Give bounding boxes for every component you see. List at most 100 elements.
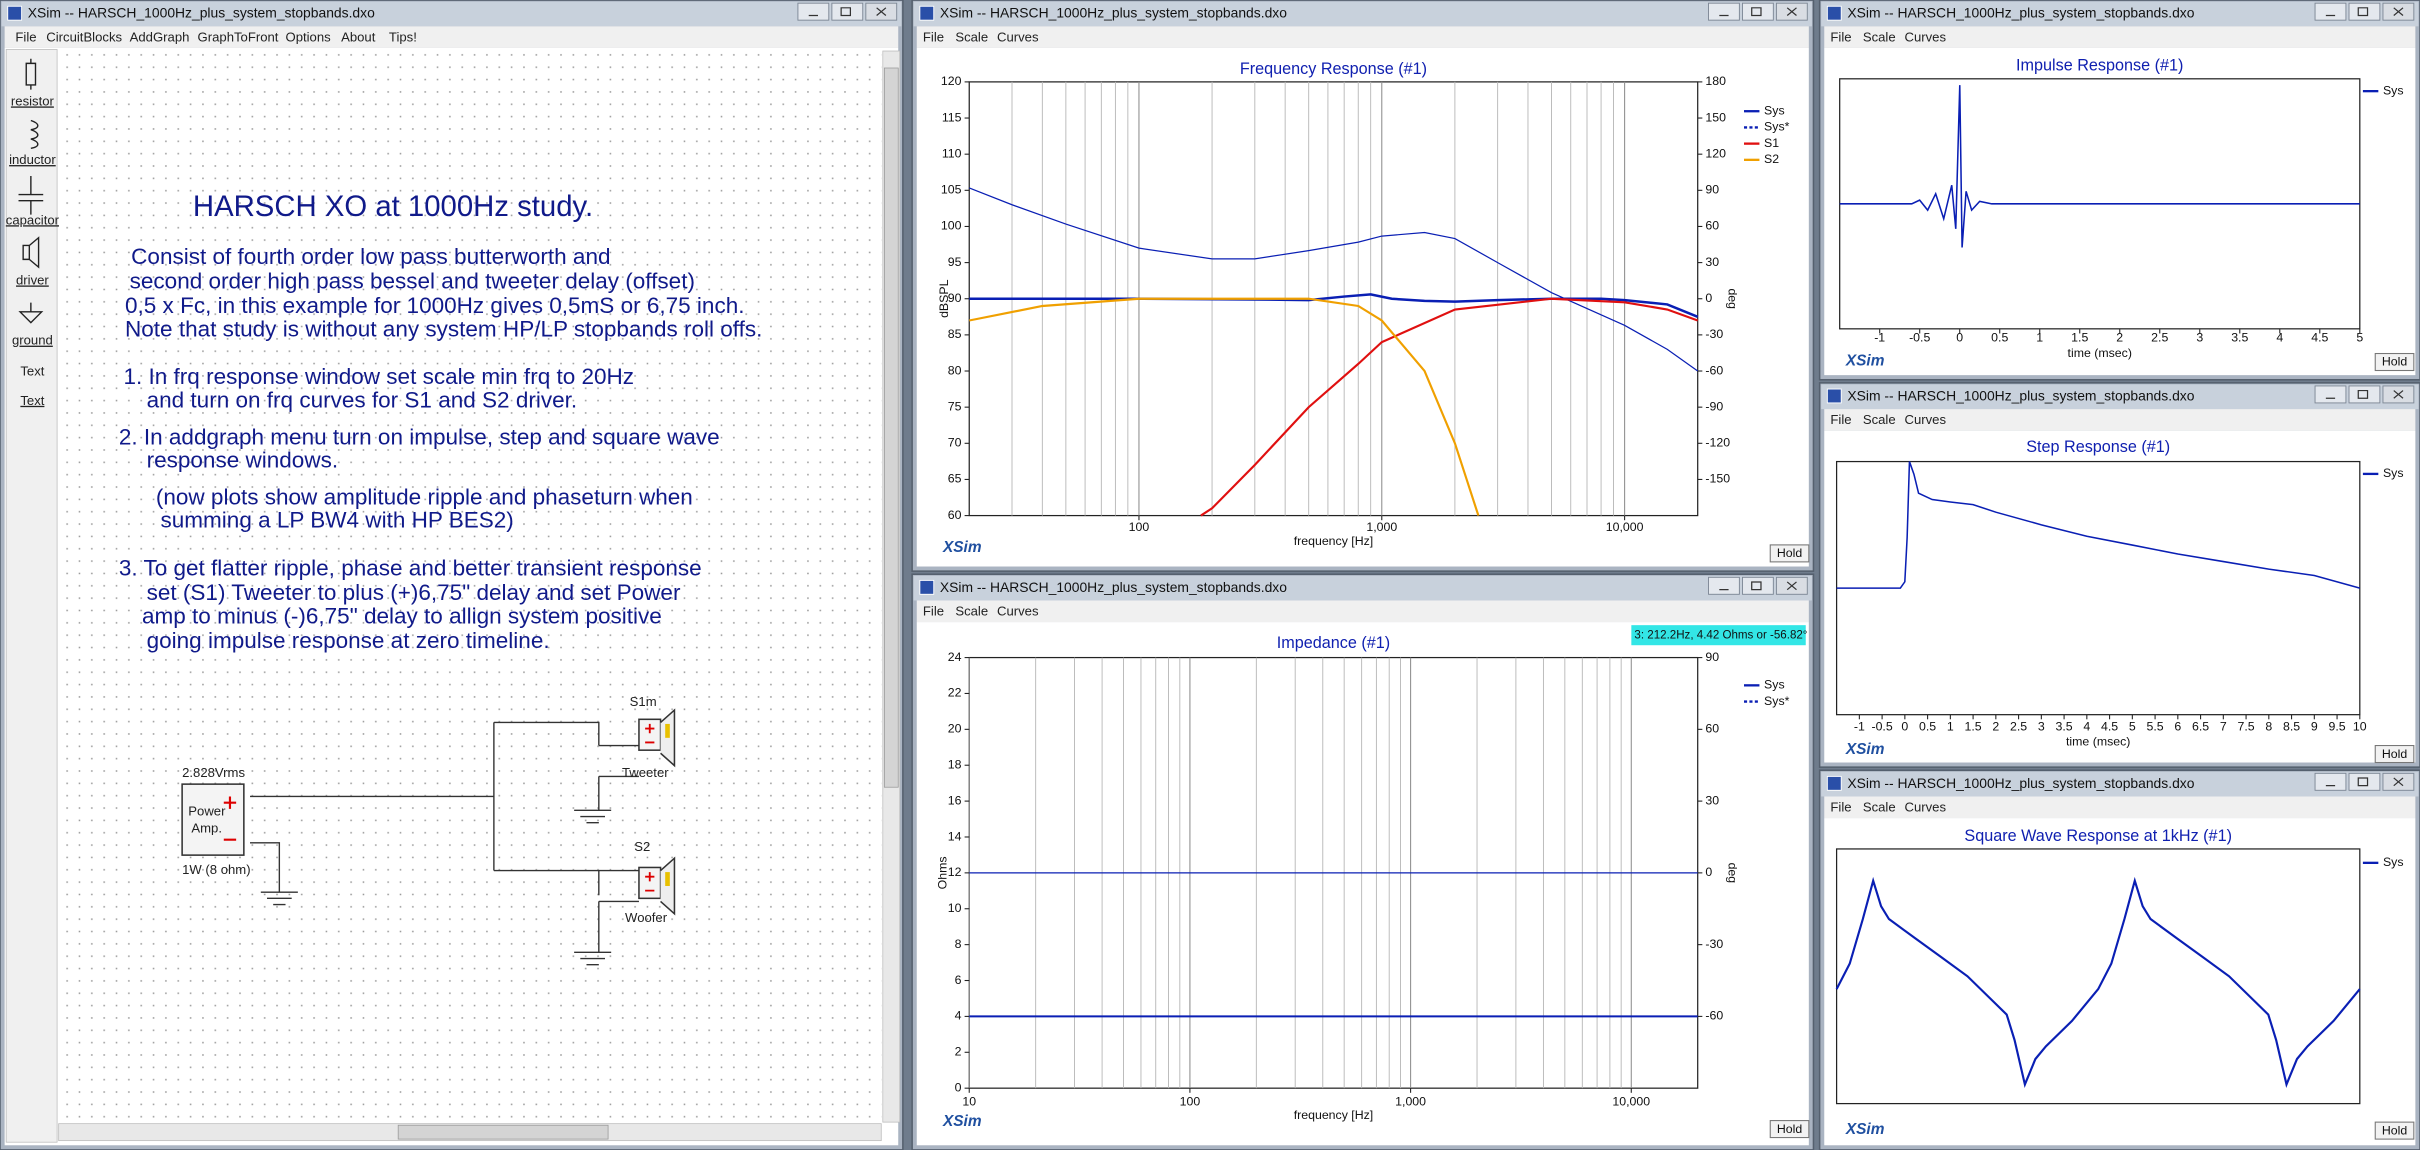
menu-item[interactable]: Tips!: [389, 29, 417, 44]
scroll-thumb[interactable]: [883, 67, 899, 788]
x-axis-label: time (msec): [2066, 735, 2130, 749]
title-bar: [1, 1, 902, 27]
y2-tick-label: 150: [1705, 110, 1726, 124]
note-line: 2. In addgraph menu turn on impulse, ste…: [119, 424, 720, 449]
minimize-button[interactable]: [2314, 385, 2347, 404]
note-line: summing a LP BW4 with HP BES2): [161, 508, 514, 533]
hold-button[interactable]: [2374, 352, 2415, 372]
minimize-button[interactable]: [2314, 772, 2347, 791]
y-tick-label: 70: [948, 436, 962, 450]
note-line: and turn on frq curves for S1 and S2 dri…: [147, 387, 578, 412]
palette-item[interactable]: Text: [20, 364, 44, 379]
x-tick-label: 3: [2196, 330, 2203, 344]
legend-entry: Sys: [2383, 466, 2404, 480]
plot-title: Step Response (#1): [2026, 438, 2170, 456]
note-line: 1. In frq response window set scale min …: [123, 364, 634, 389]
menu-item[interactable]: Curves: [1905, 412, 1947, 427]
menu-bar: [1824, 409, 2416, 431]
hold-button[interactable]: [1769, 1120, 1810, 1139]
driver-polarity: [645, 723, 655, 744]
palette-item[interactable]: resistor: [11, 93, 55, 108]
menu-item[interactable]: GraphToFront: [198, 29, 279, 44]
y-tick-label: 16: [948, 793, 962, 807]
menu-item[interactable]: File: [1830, 412, 1851, 427]
menu-item[interactable]: Curves: [1905, 800, 1947, 815]
minimize-button[interactable]: [797, 2, 830, 21]
minimize-button[interactable]: [2314, 2, 2347, 21]
hold-button[interactable]: [2374, 745, 2415, 764]
menu-item[interactable]: Curves: [997, 604, 1039, 619]
scroll-thumb[interactable]: [397, 1124, 609, 1140]
menu-bar: [916, 26, 1809, 48]
menu-item[interactable]: File: [1830, 29, 1851, 44]
x-tick-label: 100: [1129, 520, 1150, 534]
hold-label[interactable]: Hold: [2382, 1123, 2407, 1137]
y-tick-label: 14: [948, 829, 962, 843]
plot-title: Impedance (#1): [1277, 634, 1390, 652]
palette-item[interactable]: inductor: [9, 152, 56, 167]
y-tick-label: 2: [955, 1045, 962, 1059]
menu-item[interactable]: Scale: [1863, 412, 1896, 427]
y2-tick-label: -150: [1705, 472, 1730, 486]
minimize-button[interactable]: [1708, 2, 1740, 21]
hold-button[interactable]: [1769, 544, 1810, 563]
curve: [1200, 297, 1699, 517]
palette-icon: [25, 58, 37, 90]
maximize-button[interactable]: [2348, 2, 2381, 21]
menu-item[interactable]: Curves: [997, 29, 1039, 44]
y2-tick-label: 180: [1705, 74, 1726, 88]
plot-area: [1835, 460, 2361, 716]
x-tick-label: 9: [2311, 719, 2318, 733]
x-axis-label: frequency [Hz]: [1294, 534, 1373, 548]
palette-item[interactable]: Text: [20, 393, 44, 408]
menu-item[interactable]: File: [923, 604, 944, 619]
x-tick-label: -0.5: [1909, 330, 1930, 344]
maximize-button[interactable]: [1741, 576, 1774, 595]
maximize-button[interactable]: [2348, 772, 2381, 791]
app-icon: [7, 5, 23, 21]
menu-item[interactable]: About: [341, 29, 376, 44]
menu-item[interactable]: CircuitBlocks: [46, 29, 122, 44]
x-tick-label: 3.5: [2056, 719, 2073, 733]
menu-item[interactable]: Scale: [955, 29, 988, 44]
maximize-button[interactable]: [1741, 2, 1774, 21]
window-controls: [2325, 389, 2404, 399]
menu-item[interactable]: Scale: [1863, 800, 1896, 815]
palette-item[interactable]: ground: [12, 333, 53, 348]
circuit-label: S1m: [630, 694, 657, 709]
y2-tick-label: 30: [1705, 793, 1719, 807]
hold-label[interactable]: Hold: [2382, 355, 2407, 369]
x-tick-label: 4: [2276, 330, 2283, 344]
note-line: (now plots show amplitude ripple and pha…: [156, 485, 693, 510]
note-line: Consist of fourth order low pass butterw…: [131, 244, 610, 269]
watermark: XSim: [1845, 1121, 1885, 1138]
y2-tick-label: 120: [1705, 146, 1726, 160]
menu-item[interactable]: File: [923, 29, 944, 44]
hold-button[interactable]: [2374, 1121, 2415, 1140]
menu-item[interactable]: File: [15, 29, 36, 44]
menu-item[interactable]: Options: [286, 29, 332, 44]
menu-bar: [1824, 26, 2416, 48]
palette-item[interactable]: driver: [16, 272, 49, 287]
hold-label[interactable]: Hold: [2382, 747, 2407, 761]
y-tick-label: 75: [948, 399, 962, 413]
palette-icon: [30, 119, 39, 149]
maximize-button[interactable]: [2348, 385, 2381, 404]
hold-label[interactable]: Hold: [1777, 546, 1802, 560]
palette-item[interactable]: capacitor: [6, 212, 60, 227]
menu-item[interactable]: AddGraph: [130, 29, 190, 44]
x-tick-label: 5: [2356, 330, 2363, 344]
menu-item[interactable]: Scale: [955, 604, 988, 619]
y-axis-label: Ohms: [935, 856, 949, 889]
minimize-button[interactable]: [1708, 576, 1740, 595]
palette-icon: [18, 302, 44, 324]
menu-item[interactable]: Scale: [1863, 29, 1896, 44]
y-tick-label: 6: [955, 973, 962, 987]
hold-label[interactable]: Hold: [1777, 1122, 1802, 1136]
x-tick-label: 10,000: [1612, 1094, 1650, 1108]
maximize-button[interactable]: [831, 2, 864, 21]
legend-entry: Sys: [1764, 678, 1785, 692]
menu-item[interactable]: File: [1830, 800, 1851, 815]
menu-item[interactable]: Curves: [1905, 29, 1947, 44]
